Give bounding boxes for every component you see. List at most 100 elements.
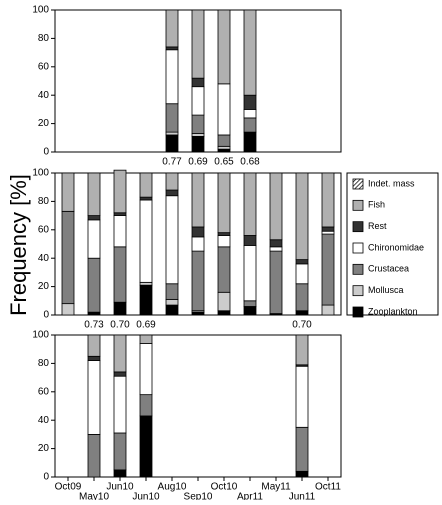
y-tick-label: 100 <box>32 168 49 179</box>
legend-label: Zooplankton <box>368 306 418 316</box>
bar-segment <box>243 117 257 133</box>
bar-segment <box>139 284 153 316</box>
bar-segment <box>295 172 309 261</box>
bar-segment <box>217 148 231 153</box>
y-tick-label: 20 <box>38 281 50 292</box>
bar-segment <box>217 145 231 150</box>
y-tick-label: 0 <box>43 472 49 483</box>
bar-segment <box>269 239 283 248</box>
bar-segment <box>139 343 153 396</box>
bar-segment <box>113 215 127 248</box>
y-tick-label: 80 <box>38 33 50 44</box>
bar-segment <box>191 236 205 252</box>
bar-note: 0.70 <box>292 320 312 331</box>
legend-label: Mollusca <box>368 285 404 295</box>
bar-segment <box>165 9 179 48</box>
bar-segment <box>191 133 205 137</box>
x-tick-label: Apr11 <box>237 492 263 500</box>
bar-segment <box>139 415 153 478</box>
x-tick-label: Jun11 <box>289 492 316 500</box>
bar-segment <box>61 210 75 305</box>
bar-segment <box>217 246 231 293</box>
bar-segment <box>243 9 257 96</box>
bar-segment <box>113 469 127 478</box>
bar-segment <box>269 246 283 252</box>
bar-segment <box>113 334 127 373</box>
bar-note: 0.69 <box>188 157 208 168</box>
bar-note: 0.65 <box>214 157 234 168</box>
y-tick-label: 100 <box>32 5 49 16</box>
y-tick-label: 0 <box>43 147 49 158</box>
y-tick-label: 60 <box>38 224 50 235</box>
bar-note: 0.69 <box>136 320 156 331</box>
legend-label: Indet. mass <box>368 178 415 188</box>
bar-segment <box>321 233 335 306</box>
y-tick-label: 80 <box>38 196 50 207</box>
bar-segment <box>165 103 179 133</box>
bar-segment <box>113 432 127 471</box>
bar-segment <box>139 281 153 286</box>
bar-segment <box>113 371 127 377</box>
bar-segment <box>321 304 335 316</box>
bar-segment <box>87 172 101 216</box>
bar-segment <box>113 246 127 303</box>
bar-segment <box>165 134 179 153</box>
y-tick-label: 40 <box>38 253 50 264</box>
bar-segment <box>295 365 309 428</box>
y-tick-label: 100 <box>32 330 49 341</box>
bar-segment <box>87 257 101 313</box>
x-tick-label: May10 <box>79 492 109 500</box>
bar-note: 0.73 <box>84 320 104 331</box>
bar-segment <box>295 334 309 366</box>
bar-segment <box>139 196 153 201</box>
bar-segment <box>113 212 127 216</box>
y-tick-label: 20 <box>38 118 50 129</box>
bar-segment <box>243 172 257 236</box>
x-tick-label: Jun10 <box>132 492 160 500</box>
bar-segment <box>269 250 283 314</box>
bar-segment <box>87 215 101 221</box>
bar-segment <box>217 235 231 248</box>
bar-segment <box>191 311 205 316</box>
legend-swatch <box>352 263 364 275</box>
bar-segment <box>87 360 101 435</box>
bar-segment <box>191 250 205 312</box>
bar-segment <box>191 114 205 134</box>
bar-segment <box>243 245 257 302</box>
x-tick-label: Aug10 <box>158 482 187 493</box>
bar-segment <box>61 172 75 212</box>
y-tick-label: 0 <box>43 310 49 321</box>
legend-swatch <box>352 285 364 297</box>
bar-segment <box>321 172 335 228</box>
bar-segment <box>165 172 179 191</box>
bar-segment <box>191 77 205 88</box>
bar-segment <box>243 235 257 246</box>
y-tick-label: 20 <box>38 443 50 454</box>
x-tick-label: Oct09 <box>55 482 82 493</box>
bar-segment <box>87 311 101 316</box>
bar-segment <box>191 226 205 238</box>
bar-segment <box>139 394 153 417</box>
bar-note: 0.70 <box>110 320 130 331</box>
bar-segment <box>165 283 179 300</box>
bar-segment <box>87 355 101 361</box>
bar-segment <box>87 433 101 478</box>
legend-swatch <box>352 178 364 190</box>
bar-segment <box>269 172 283 241</box>
y-tick-label: 60 <box>38 386 50 397</box>
bar-segment <box>295 283 309 312</box>
legend-label: Chironomidae <box>368 242 424 252</box>
y-tick-label: 40 <box>38 415 50 426</box>
bar-segment <box>217 232 231 236</box>
bar-segment <box>243 300 257 307</box>
bar-segment <box>243 306 257 316</box>
bar-segment <box>113 301 127 316</box>
bar-segment <box>295 310 309 316</box>
bar-segment <box>243 131 257 153</box>
x-tick-label: Jun10 <box>106 482 134 493</box>
bar-segment <box>165 49 179 105</box>
bar-segment <box>321 230 335 235</box>
bar-segment <box>217 310 231 316</box>
x-tick-label: Oct11 <box>315 482 341 493</box>
